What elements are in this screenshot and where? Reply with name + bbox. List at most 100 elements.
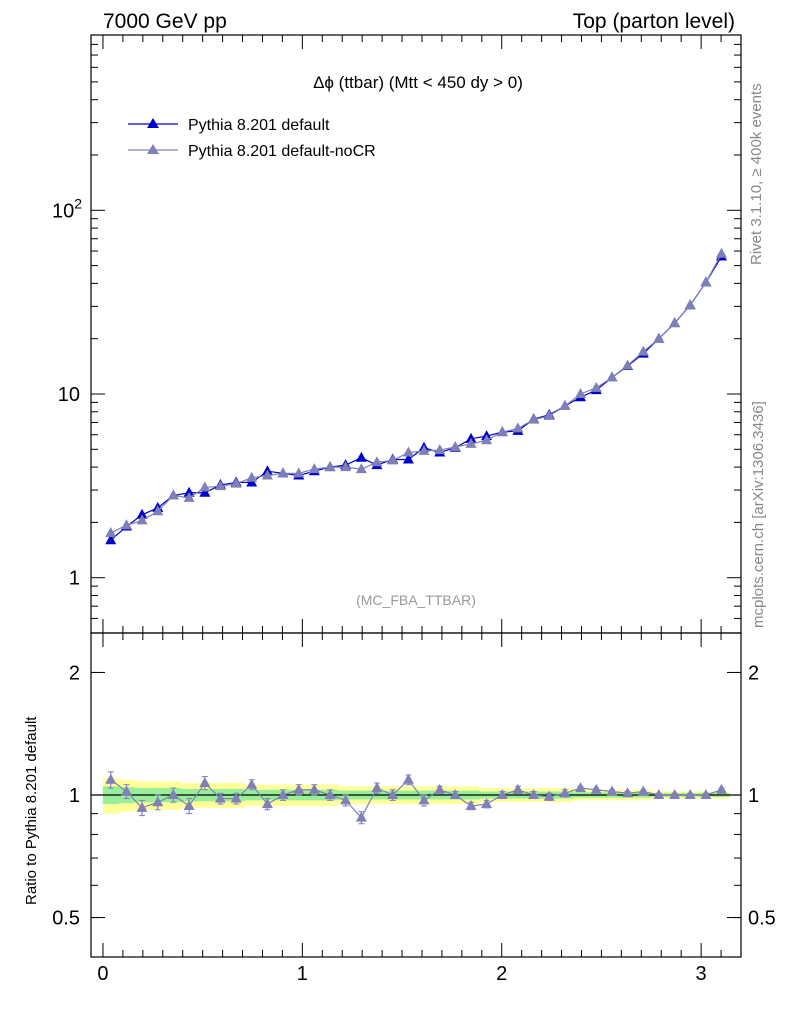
x-tick-label: 3: [696, 963, 707, 985]
series-nocr: [105, 247, 727, 538]
ratio-point: [324, 789, 336, 799]
data-point: [637, 345, 649, 356]
data-point: [684, 299, 696, 310]
ratio-point: [308, 783, 320, 794]
x-tick-label: 2: [496, 963, 507, 985]
ratio-point: [136, 801, 148, 812]
ratio-point: [590, 783, 602, 794]
ratio-point: [574, 782, 586, 793]
ratio-point: [340, 794, 352, 805]
ratio-series-nocr: [105, 771, 727, 825]
header-left: 7000 GeV pp: [103, 10, 227, 33]
mcplots-label: mcplots.cern.ch [arXiv:1306.3436]: [750, 401, 767, 628]
ratio-point: [669, 789, 681, 799]
y-tick-label: 1: [69, 568, 80, 590]
ratio-point: [700, 789, 712, 799]
ratio-point: [496, 789, 508, 799]
legend: Pythia 8.201 default Pythia 8.201 defaul…: [128, 117, 376, 160]
data-point: [449, 440, 461, 451]
data-point: [183, 486, 195, 497]
ratio-point: [418, 794, 430, 805]
data-point: [496, 426, 508, 437]
data-point: [324, 461, 336, 472]
data-point: [199, 486, 211, 497]
data-point: [512, 422, 524, 433]
data-point: [434, 444, 446, 455]
ratio-point: [230, 792, 242, 803]
data-point: [465, 432, 477, 443]
ratio-point: [402, 773, 414, 784]
data-point: [355, 451, 367, 462]
ratio-panel: 0 1 2 3 0.5 0.5 1 1 2 2: [52, 632, 776, 985]
legend-entry-default: Pythia 8.201 default: [128, 117, 330, 134]
ratio-point: [105, 773, 117, 784]
data-point: [152, 505, 164, 516]
ratio-point: [449, 789, 461, 799]
header-right: Top (parton level): [573, 10, 735, 33]
ratio-y-tick-label-right: 1: [748, 785, 759, 807]
data-point: [230, 477, 242, 488]
data-point: [277, 467, 289, 478]
data-point: [465, 437, 477, 448]
data-point: [559, 400, 571, 411]
data-point: [653, 332, 665, 343]
data-point: [606, 371, 618, 382]
ratio-point: [434, 783, 446, 794]
data-point: [340, 461, 352, 472]
data-point: [120, 519, 132, 530]
data-point: [371, 456, 383, 467]
ratio-line: [110, 778, 722, 819]
ratio-point: [120, 785, 132, 796]
data-point: [167, 489, 179, 500]
data-point: [700, 276, 712, 287]
data-point: [543, 409, 555, 420]
data-point: [528, 413, 540, 424]
ratio-point: [293, 783, 305, 794]
plot-title: Δϕ (ttbar) (Mtt < 450 dy > 0): [313, 73, 523, 92]
legend-label-default: Pythia 8.201 default: [188, 117, 330, 134]
ratio-ylabel: Ratio to Pythia 8.201 default: [23, 716, 40, 905]
ratio-point: [152, 796, 164, 807]
ratio-y-tick-label: 2: [69, 662, 80, 684]
series-line: [110, 253, 722, 534]
ratio-point: [465, 799, 477, 810]
x-tick-label: 0: [97, 963, 108, 985]
data-point: [246, 471, 258, 482]
data-point: [402, 453, 414, 464]
data-point: [387, 454, 399, 465]
data-point: [105, 534, 117, 545]
data-point: [183, 491, 195, 502]
ratio-point: [214, 792, 226, 803]
data-point: [293, 467, 305, 478]
legend-label-nocr: Pythia 8.201 default-noCR: [188, 143, 376, 160]
ratio-y-tick-label-right: 0.5: [748, 908, 776, 930]
ratio-point: [606, 785, 618, 796]
ratio-point: [528, 789, 540, 799]
ratio-point: [481, 798, 493, 809]
ratio-point: [371, 782, 383, 793]
data-point: [355, 463, 367, 474]
data-point: [199, 481, 211, 492]
ratio-point: [543, 790, 555, 801]
series-default: [105, 250, 727, 545]
ratio-point: [167, 789, 179, 799]
ratio-point: [355, 811, 367, 822]
ratio-point: [277, 789, 289, 799]
watermark: (MC_FBA_TTBAR): [356, 592, 476, 608]
data-point: [669, 317, 681, 328]
data-point: [105, 527, 117, 538]
data-point: [418, 444, 430, 455]
ratio-y-tick-label: 1: [69, 785, 80, 807]
x-tick-label: 1: [297, 963, 308, 985]
data-point: [715, 247, 727, 258]
ratio-point: [261, 798, 273, 809]
y-tick-label: 10: [58, 384, 80, 406]
data-point: [308, 463, 320, 474]
ratio-point: [512, 783, 524, 794]
data-point: [261, 469, 273, 480]
data-point: [136, 508, 148, 519]
data-point: [214, 480, 226, 491]
series-line: [110, 256, 722, 541]
ratio-point: [387, 789, 399, 799]
